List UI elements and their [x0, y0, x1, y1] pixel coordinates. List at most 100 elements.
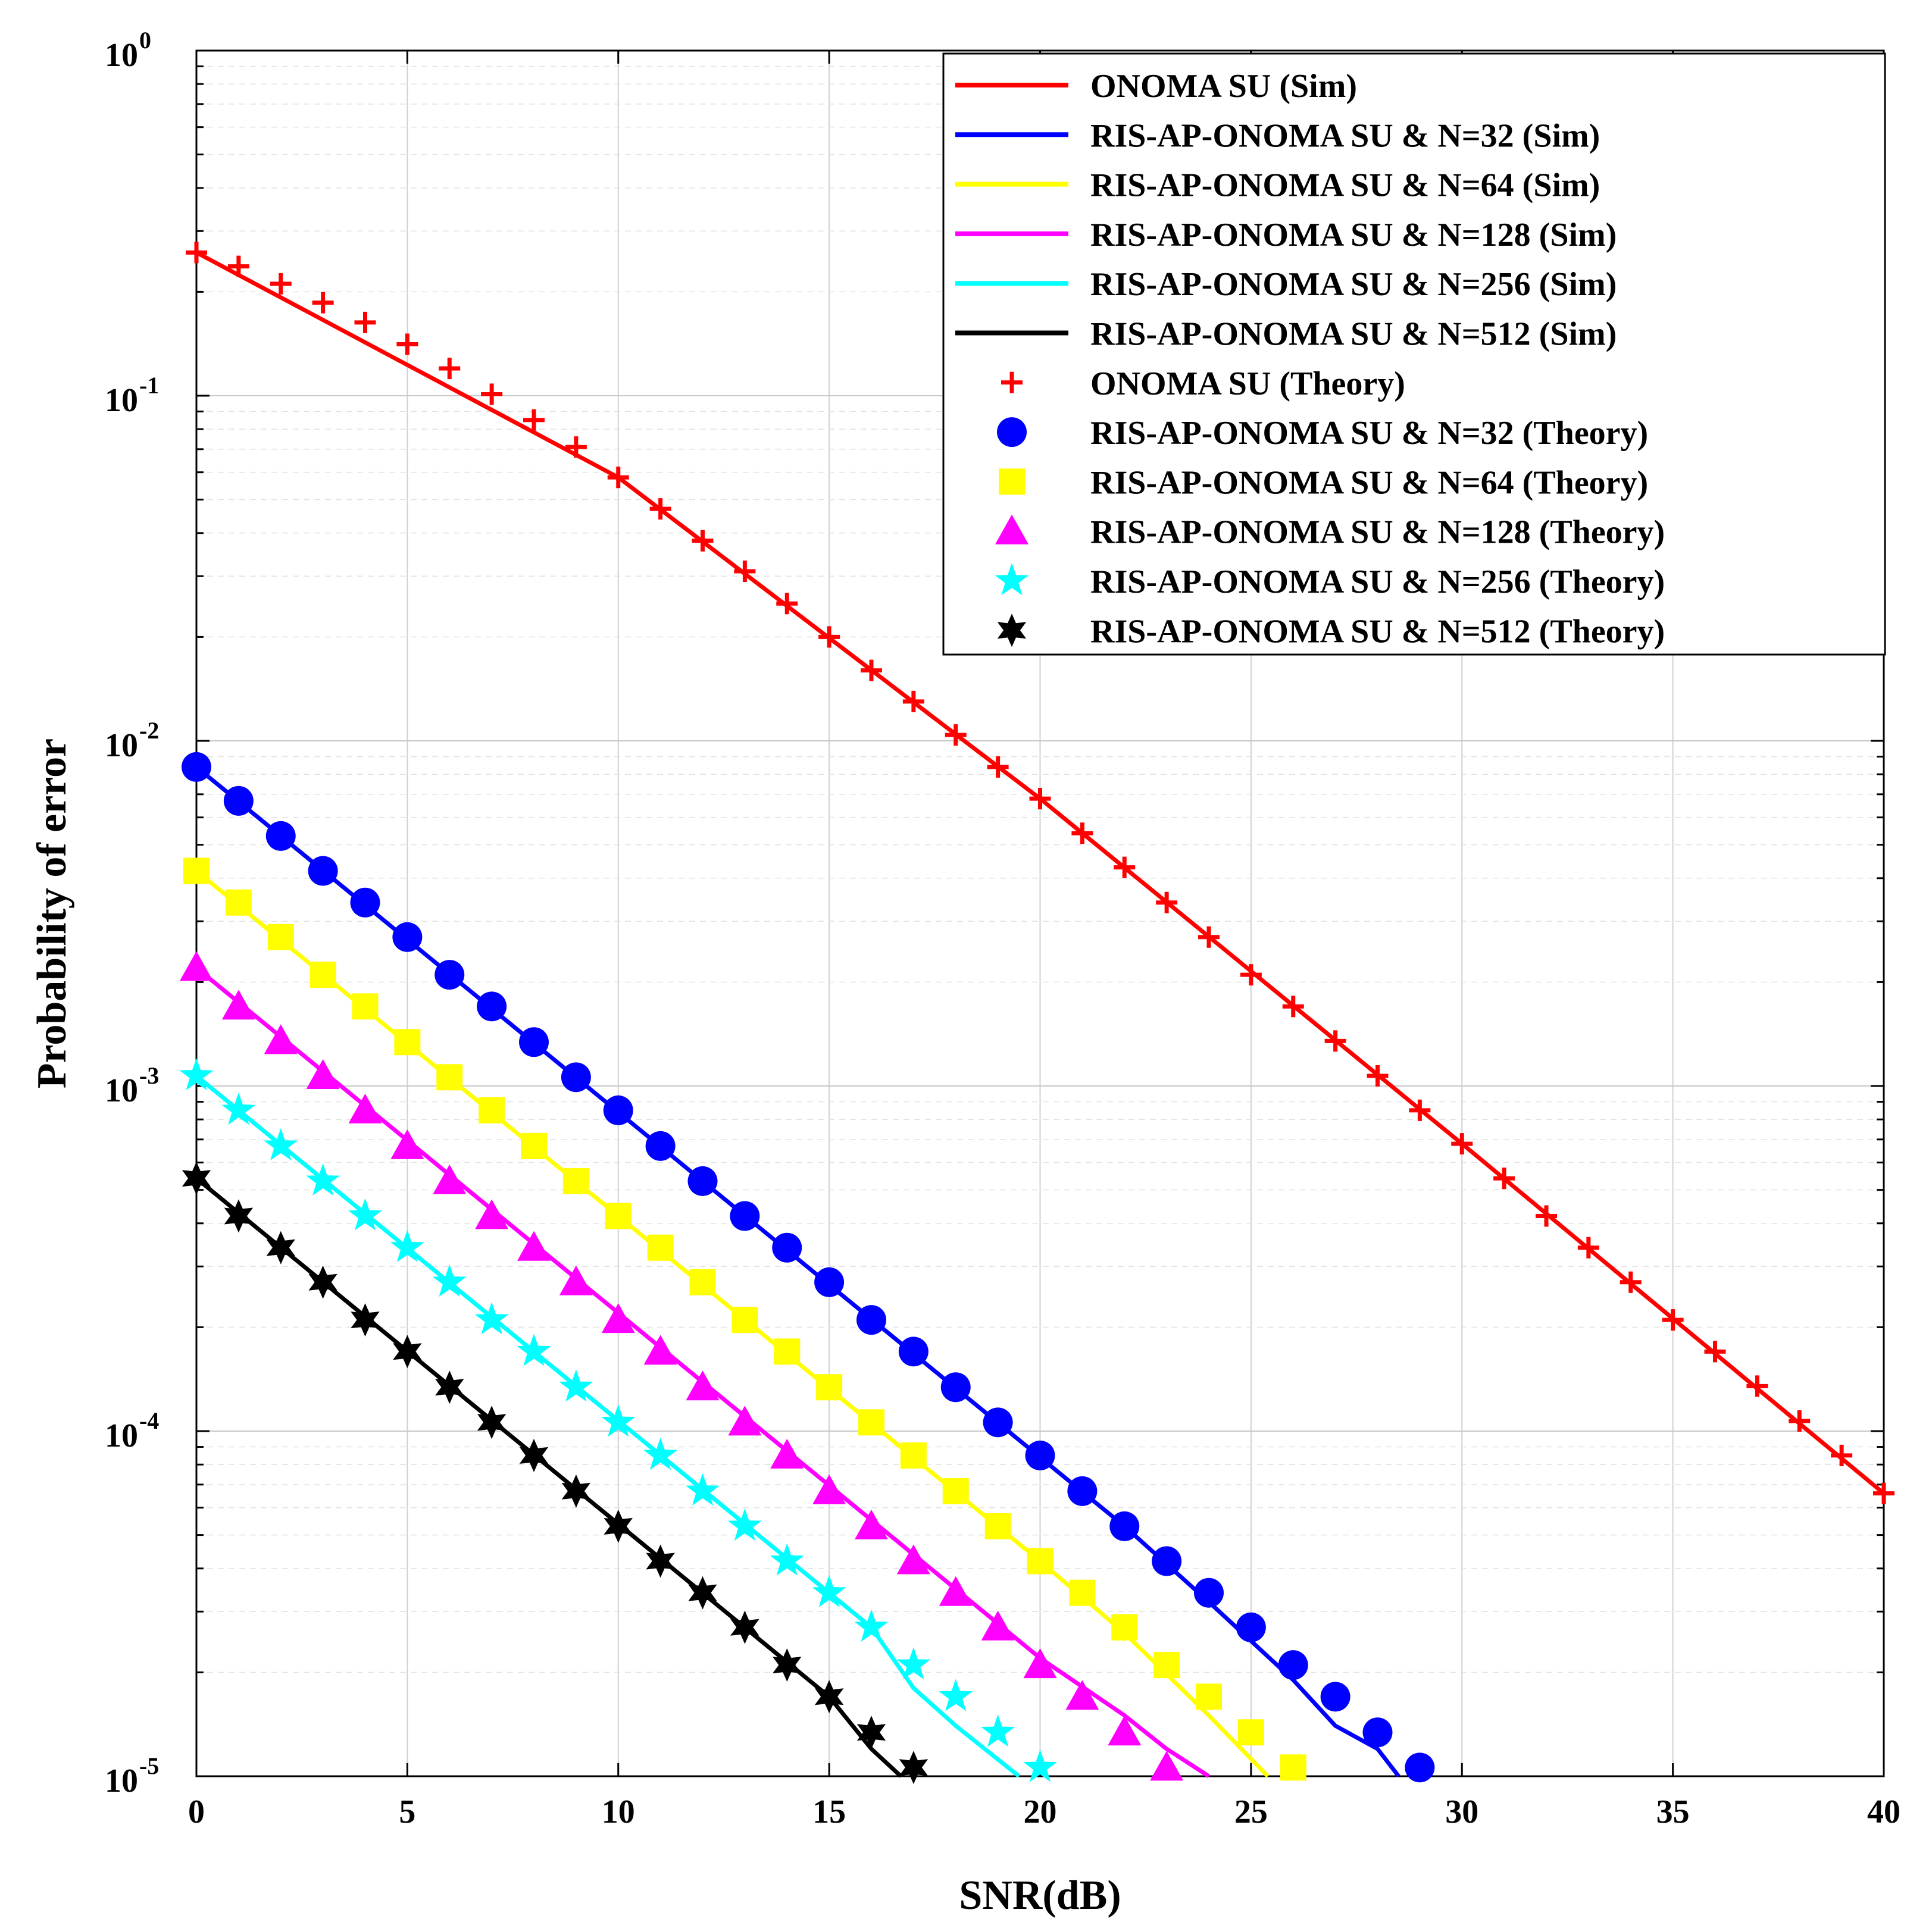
x-tick-label: 15: [812, 1793, 846, 1830]
data-point: [981, 1714, 1015, 1747]
data-point: [308, 1265, 337, 1299]
data-point: [1025, 1440, 1055, 1470]
data-point: [1451, 1133, 1473, 1155]
data-point: [519, 1027, 549, 1057]
legend-label: RIS-AP-ONOMA SU & N=256 (Theory): [1090, 564, 1665, 600]
legend-entry: RIS-AP-ONOMA SU & N=256 (Theory): [995, 563, 1665, 600]
y-tick-label: 10 -2: [105, 717, 159, 764]
series-layer: [179, 242, 1895, 1785]
legend-entry: ONOMA SU (Theory): [1001, 365, 1405, 402]
data-point: [902, 690, 924, 712]
y-tick-exponent: 0: [139, 27, 151, 54]
legend: ONOMA SU (Sim) RIS-AP-ONOMA SU & N=32 (Si…: [942, 52, 1886, 656]
data-point: [812, 1575, 846, 1607]
data-point: [1029, 788, 1051, 810]
y-tick-base: 10: [105, 1763, 138, 1799]
legend-entry: RIS-AP-ONOMA SU & N=128 (Theory): [995, 514, 1665, 551]
data-point: [1282, 996, 1304, 1018]
data-point: [351, 1303, 380, 1337]
legend-entry: RIS-AP-ONOMA SU & N=64 (Sim): [955, 167, 1600, 204]
data-point: [1153, 1652, 1180, 1679]
data-point: [776, 593, 798, 615]
data-point: [1320, 1682, 1350, 1712]
data-point: [1405, 1752, 1435, 1783]
legend-swatch-marker: [1001, 371, 1023, 393]
legend-swatch-marker: [999, 468, 1025, 495]
data-point: [559, 1265, 593, 1295]
data-point: [1362, 1717, 1393, 1748]
data-point: [1409, 1099, 1431, 1121]
data-point: [643, 1335, 677, 1365]
data-point: [686, 1473, 720, 1506]
legend-swatch-marker: [997, 614, 1027, 647]
legend-swatch-marker: [995, 514, 1028, 544]
legend-swatch-marker: [997, 417, 1027, 447]
data-point: [1746, 1375, 1768, 1397]
x-tick-label: 10: [602, 1793, 635, 1830]
data-point: [734, 561, 756, 583]
x-tick-label: 25: [1234, 1793, 1268, 1830]
data-point: [646, 1544, 675, 1578]
data-point: [433, 1164, 467, 1194]
data-point: [1704, 1341, 1726, 1363]
data-point: [686, 1370, 720, 1401]
data-point: [605, 1203, 632, 1229]
data-point: [1071, 822, 1093, 844]
legend-label: RIS-AP-ONOMA SU & N=32 (Sim): [1090, 117, 1600, 154]
data-point: [1236, 1612, 1266, 1642]
y-tick-label: 10 0: [105, 27, 151, 74]
y-tick-base: 10: [105, 37, 138, 74]
data-point: [475, 1199, 509, 1229]
data-point: [1108, 1716, 1142, 1746]
data-point: [352, 993, 379, 1020]
y-tick-label: 10 -4: [105, 1407, 159, 1454]
data-point: [182, 1162, 211, 1195]
data-point: [517, 1231, 551, 1261]
data-point: [1150, 1751, 1184, 1781]
data-point: [1109, 1511, 1140, 1541]
legend-label: RIS-AP-ONOMA SU & N=64 (Theory): [1090, 464, 1648, 501]
data-point: [521, 1132, 547, 1159]
data-point: [474, 1302, 509, 1335]
data-point: [772, 1232, 802, 1263]
legend-swatch-marker: [995, 563, 1029, 596]
series-markers-9: [180, 951, 1184, 1781]
data-point: [392, 922, 423, 952]
data-point: [643, 1437, 678, 1470]
data-point: [940, 1372, 971, 1403]
data-point: [517, 1334, 551, 1366]
data-point: [649, 498, 671, 520]
data-point: [266, 1231, 295, 1264]
data-point: [562, 1167, 589, 1194]
data-point: [939, 1679, 973, 1711]
data-point: [603, 1095, 633, 1125]
data-point: [1111, 1614, 1138, 1641]
data-point: [774, 1338, 801, 1365]
y-tick-exponent: -2: [139, 717, 159, 744]
legend-entry: RIS-AP-ONOMA SU & N=512 (Theory): [997, 613, 1665, 650]
data-point: [1367, 1065, 1389, 1087]
data-point: [601, 1404, 636, 1437]
legend-entry: RIS-AP-ONOMA SU & N=64 (Theory): [999, 464, 1648, 501]
data-point: [899, 1751, 929, 1785]
data-point: [306, 1163, 340, 1196]
data-point: [1536, 1205, 1557, 1227]
legend-label: RIS-AP-ONOMA SU & N=32 (Theory): [1090, 415, 1648, 452]
x-tick-label: 5: [399, 1793, 415, 1830]
data-point: [393, 1335, 422, 1369]
data-point: [565, 436, 587, 458]
series-markers-7: [182, 752, 1435, 1783]
y-tick-exponent: -4: [139, 1407, 159, 1434]
data-point: [858, 1409, 884, 1436]
y-tick-label: 10 -5: [105, 1752, 159, 1799]
data-point: [1196, 1683, 1222, 1710]
legend-entry: RIS-AP-ONOMA SU & N=128 (Sim): [955, 217, 1617, 253]
data-point: [1620, 1271, 1642, 1293]
data-point: [687, 1166, 718, 1196]
data-point: [561, 1062, 591, 1093]
legend-entry: RIS-AP-ONOMA SU & N=256 (Sim): [955, 266, 1617, 303]
data-point: [224, 1199, 254, 1233]
data-point: [180, 951, 213, 981]
data-point: [770, 1438, 804, 1469]
data-point: [607, 467, 629, 489]
